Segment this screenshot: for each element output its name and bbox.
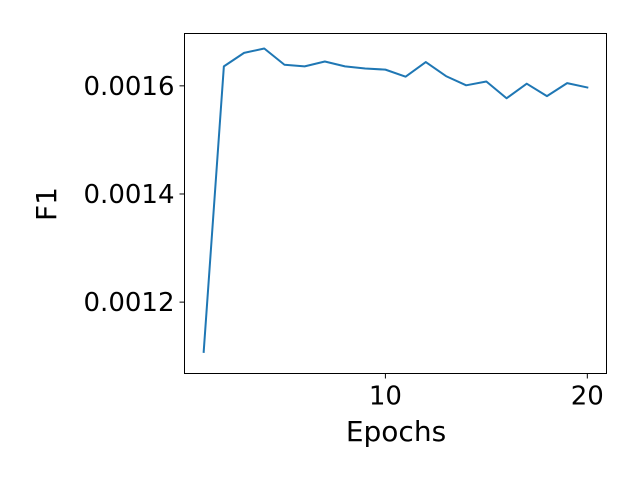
x-axis-ticks: 10 20 <box>369 373 604 412</box>
plot-area <box>202 47 589 353</box>
y-axis-ticks: 0.0012 0.0014 0.0016 <box>84 72 185 318</box>
plot-frame <box>184 33 607 374</box>
y-tick-label: 0.0016 <box>84 72 175 102</box>
x-axis-label: Epochs <box>346 415 446 448</box>
y-tick-label: 0.0014 <box>84 180 175 210</box>
x-tick-label: 10 <box>369 382 402 412</box>
x-tick-label: 20 <box>571 382 604 412</box>
y-tick-label: 0.0012 <box>84 288 175 318</box>
series-line <box>202 47 589 353</box>
y-axis-label: F1 <box>30 187 63 221</box>
